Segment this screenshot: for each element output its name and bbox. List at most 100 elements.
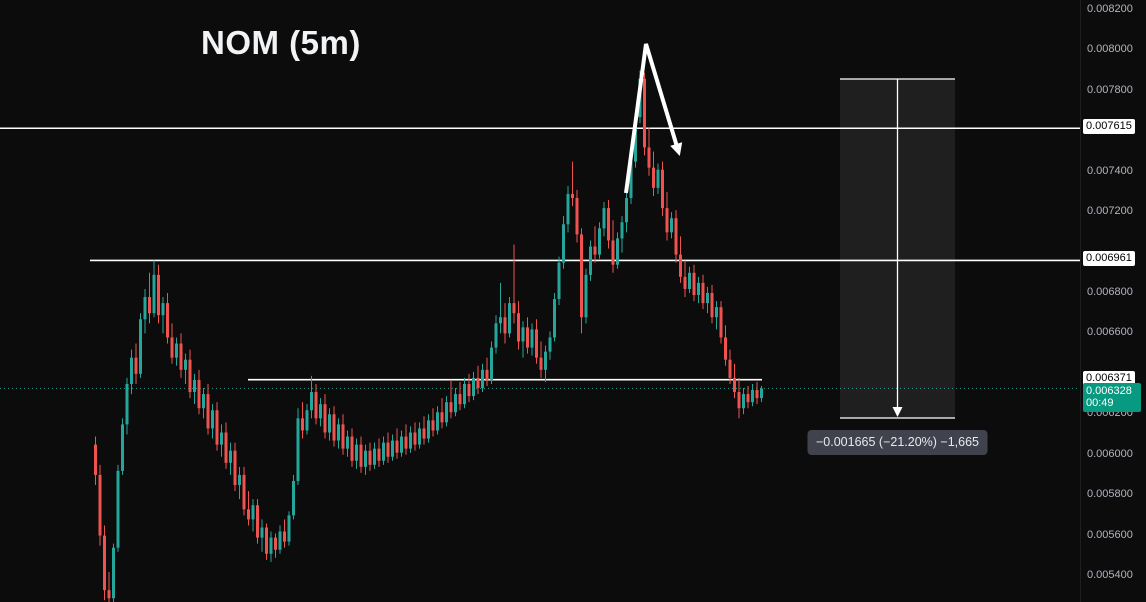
candle-body: [332, 414, 336, 441]
candle-body: [116, 470, 120, 548]
candle-body: [517, 313, 520, 342]
candle-body: [557, 262, 561, 300]
current-price-label: 0.006328 00:49: [1083, 383, 1141, 413]
candle-body: [310, 392, 313, 411]
candle-body: [305, 410, 309, 431]
chart-pane[interactable]: NOM (5m) −0.001665 (−21.20%) −1,665: [0, 0, 1080, 602]
candle-body: [121, 424, 124, 471]
candle-body: [229, 450, 232, 463]
candle-body: [728, 359, 732, 378]
spike-arrow-annotation[interactable]: [624, 43, 683, 194]
axis-price-tick: 0.007400: [1087, 164, 1133, 177]
axis-price-tick: 0.008200: [1087, 3, 1133, 15]
candle-body: [301, 418, 304, 431]
candle-body: [742, 394, 745, 409]
measure-result-label: −0.001665 (−21.20%) −1,665: [807, 430, 988, 455]
measure-down-arrowhead: [892, 407, 903, 417]
price-axis[interactable]: 0.006328 00:49 0.008200 0.008000 0.007800 0…: [1080, 0, 1146, 602]
candle-body: [431, 420, 435, 431]
candle-body: [413, 432, 417, 445]
candle-body: [688, 272, 691, 289]
candle-body: [98, 474, 102, 536]
candlestick-chart[interactable]: [0, 0, 1080, 602]
candle-body: [584, 274, 588, 318]
candle-body: [193, 379, 196, 393]
candle-body: [166, 303, 169, 338]
candle-body: [337, 424, 340, 441]
bar-close-countdown: 00:49: [1086, 397, 1114, 410]
candle-body: [737, 392, 741, 409]
current-price-value: 0.006328: [1086, 385, 1132, 398]
candle-body: [445, 402, 448, 423]
candle-body: [242, 474, 246, 510]
candle-body: [436, 412, 439, 431]
candle-body: [553, 299, 556, 338]
candle-body: [170, 337, 174, 358]
candle-body: [620, 222, 624, 239]
price-range-measure-tool[interactable]: [840, 78, 955, 419]
candle-body: [206, 394, 210, 429]
candle-body: [454, 394, 457, 413]
candle-body: [575, 197, 579, 235]
candle-body: [503, 317, 507, 334]
candle-body: [566, 193, 570, 225]
candle-body: [598, 228, 601, 255]
candle-body: [746, 394, 750, 403]
candle-body: [760, 388, 763, 399]
candle-body: [202, 394, 205, 409]
axis-price-tick: 0.008000: [1087, 43, 1133, 56]
candle-body: [143, 297, 147, 320]
candle-body: [341, 424, 345, 449]
candle-body: [157, 274, 160, 316]
candle-body: [476, 377, 480, 389]
candle-body: [314, 392, 318, 419]
candle-body: [580, 234, 583, 318]
candle-body: [269, 537, 273, 554]
candle-body: [607, 208, 610, 241]
candle-body: [184, 359, 187, 370]
candle-body: [319, 404, 322, 419]
candle-body: [449, 402, 453, 413]
candle-body: [161, 303, 165, 316]
candle-body: [485, 369, 489, 380]
candle-body: [323, 404, 327, 433]
candle-body: [125, 383, 129, 425]
candle-body: [458, 394, 462, 405]
candle-body: [679, 254, 682, 277]
candle-body: [467, 383, 471, 397]
candle-body: [548, 337, 552, 352]
candlestick-series[interactable]: [94, 70, 763, 602]
candle-body: [328, 414, 331, 433]
candle-body: [715, 307, 718, 318]
candle-body: [409, 432, 412, 449]
candle-body: [94, 444, 97, 475]
candle-body: [211, 410, 214, 429]
candle-body: [238, 474, 241, 486]
candle-body: [571, 193, 574, 198]
axis-price-tick: 0.006600: [1087, 326, 1133, 339]
candle-body: [562, 224, 565, 263]
candle-body: [490, 347, 493, 380]
candle-body: [674, 218, 678, 255]
candle-body: [710, 293, 714, 318]
candle-body: [647, 147, 651, 168]
candle-body: [526, 327, 529, 348]
candle-body: [148, 297, 151, 314]
candle-body: [589, 246, 592, 275]
candle-body: [274, 537, 277, 550]
axis-price-tick: 0.005400: [1087, 569, 1133, 581]
candle-body: [139, 319, 142, 374]
candle-body: [233, 450, 237, 486]
candle-body: [346, 436, 349, 449]
candle-body: [535, 329, 538, 358]
candle-body: [391, 440, 394, 457]
candle-body: [296, 418, 300, 481]
candle-body: [652, 167, 655, 188]
candle-body: [292, 480, 295, 516]
candle-body: [382, 442, 385, 461]
candle-body: [377, 448, 381, 461]
candle-body: [355, 444, 358, 461]
candle-body: [751, 390, 754, 403]
candle-body: [386, 442, 390, 457]
axis-price-tick: 0.006000: [1087, 447, 1133, 460]
